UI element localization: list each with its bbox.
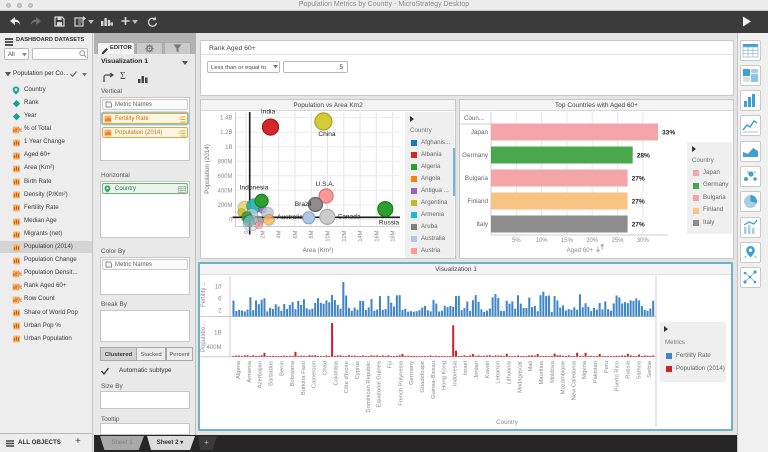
svg-text:Fiji: Fiji bbox=[388, 361, 394, 368]
svg-text:Japan: Japan bbox=[471, 129, 489, 136]
svg-text:Puerto Rico: Puerto Rico bbox=[615, 361, 621, 391]
svg-text:400M: 400M bbox=[206, 345, 221, 351]
svg-text:Barbados: Barbados bbox=[269, 361, 275, 386]
svg-text:Fertility ...: Fertility ... bbox=[201, 281, 207, 307]
svg-text:10%: 10% bbox=[536, 238, 549, 244]
svg-text:%: % bbox=[17, 128, 22, 134]
svg-text:Burkina Faso: Burkina Faso bbox=[301, 361, 307, 395]
svg-text:India: India bbox=[261, 109, 276, 116]
svg-text:%: % bbox=[17, 285, 22, 291]
svg-text:8M: 8M bbox=[309, 230, 315, 238]
svg-text:Serbia: Serbia bbox=[647, 360, 653, 378]
svg-text:5%: 5% bbox=[512, 238, 521, 244]
svg-text:10M: 10M bbox=[326, 230, 332, 241]
svg-text:Nigeria: Nigeria bbox=[582, 360, 588, 379]
svg-text:800M: 800M bbox=[217, 159, 232, 165]
svg-text:Hong Kong: Hong Kong bbox=[442, 361, 448, 390]
svg-text:0: 0 bbox=[244, 231, 250, 234]
svg-text:Guinea-Bissau: Guinea-Bissau bbox=[431, 361, 437, 399]
svg-text:0: 0 bbox=[229, 218, 233, 224]
svg-text:Benin: Benin bbox=[279, 361, 285, 376]
svg-text:18M: 18M bbox=[391, 230, 397, 241]
svg-text:4M: 4M bbox=[277, 230, 283, 238]
svg-text:600M: 600M bbox=[217, 174, 232, 180]
svg-text:French Polynesia: French Polynesia bbox=[398, 360, 404, 406]
svg-text:2M: 2M bbox=[260, 230, 266, 238]
svg-text:20%: 20% bbox=[586, 238, 599, 244]
svg-text:14M: 14M bbox=[358, 230, 364, 241]
svg-text:10: 10 bbox=[215, 285, 222, 291]
svg-text:1B: 1B bbox=[225, 145, 232, 151]
svg-text:6M: 6M bbox=[293, 230, 299, 238]
svg-text:Italy: Italy bbox=[476, 221, 488, 228]
svg-text:6: 6 bbox=[218, 297, 222, 303]
svg-text:Russia: Russia bbox=[626, 360, 632, 378]
svg-text:27%: 27% bbox=[632, 199, 645, 206]
svg-text:Botswana: Botswana bbox=[290, 360, 296, 386]
svg-text:30%: 30% bbox=[637, 238, 650, 244]
svg-text:Lebanon: Lebanon bbox=[496, 361, 502, 384]
svg-text:Indonesia: Indonesia bbox=[452, 360, 458, 386]
svg-text:1: 1 bbox=[178, 116, 181, 121]
svg-text:Samoa: Samoa bbox=[636, 360, 642, 379]
svg-text:Population (2014): Population (2014) bbox=[204, 144, 211, 194]
svg-text:1B: 1B bbox=[214, 331, 221, 337]
svg-text:28%: 28% bbox=[637, 153, 650, 160]
svg-text:Kuwait: Kuwait bbox=[485, 361, 491, 379]
svg-text:Canada: Canada bbox=[337, 214, 360, 221]
svg-text:Chad: Chad bbox=[323, 361, 329, 375]
svg-text:Cyprus: Cyprus bbox=[355, 361, 361, 379]
svg-text:Jordan: Jordan bbox=[474, 361, 480, 379]
svg-text:2: 2 bbox=[218, 309, 222, 315]
svg-text:%: % bbox=[17, 298, 22, 304]
svg-text:Aged 60+: Aged 60+ bbox=[567, 247, 594, 254]
svg-text:25%: 25% bbox=[611, 238, 624, 244]
svg-text:Mauritius: Mauritius bbox=[539, 361, 545, 385]
svg-text:1.4B: 1.4B bbox=[220, 116, 232, 122]
svg-text:1.2B: 1.2B bbox=[220, 130, 232, 136]
svg-text:Area (Km²): Area (Km²) bbox=[303, 247, 334, 254]
svg-text:New Caledonia: New Caledonia bbox=[571, 360, 577, 400]
svg-text:Algeria: Algeria bbox=[236, 360, 242, 379]
svg-text:Coun...: Coun... bbox=[464, 115, 484, 122]
svg-text:U.S.A.: U.S.A. bbox=[315, 181, 334, 188]
svg-text:Germany: Germany bbox=[409, 361, 415, 385]
svg-text:15%: 15% bbox=[561, 238, 574, 244]
svg-text:China: China bbox=[318, 131, 336, 138]
svg-text:33%: 33% bbox=[662, 130, 675, 137]
svg-text:Bulgaria: Bulgaria bbox=[465, 175, 489, 182]
svg-text:Populatio...: Populatio... bbox=[201, 322, 207, 352]
svg-text:27%: 27% bbox=[632, 222, 645, 229]
svg-text:Brazil: Brazil bbox=[295, 201, 312, 208]
svg-text:Pakistan: Pakistan bbox=[593, 361, 599, 383]
svg-text:Equatorial Guinea: Equatorial Guinea bbox=[377, 360, 383, 407]
svg-text:400M: 400M bbox=[217, 188, 232, 194]
svg-text:Armenia: Armenia bbox=[247, 360, 253, 382]
svg-text:Madagascar: Madagascar bbox=[517, 361, 523, 393]
svg-text:Cameroon: Cameroon bbox=[312, 361, 318, 388]
svg-text:Russia: Russia bbox=[379, 220, 399, 227]
svg-text:Lithuania: Lithuania bbox=[507, 360, 513, 384]
svg-text:Israel: Israel bbox=[463, 361, 469, 375]
svg-text:Moldova: Moldova bbox=[550, 360, 556, 383]
svg-text:27%: 27% bbox=[632, 176, 645, 183]
svg-text:Guadeloupe: Guadeloupe bbox=[420, 361, 426, 393]
svg-text:Indonesia: Indonesia bbox=[240, 185, 269, 192]
svg-text:Colombia: Colombia bbox=[333, 360, 339, 385]
svg-text:16M: 16M bbox=[374, 230, 380, 241]
svg-text:%: % bbox=[17, 272, 22, 278]
svg-text:1: 1 bbox=[178, 130, 181, 135]
svg-text:200M: 200M bbox=[217, 203, 232, 209]
svg-text:Côte d'Ivoire: Côte d'Ivoire bbox=[344, 361, 350, 393]
svg-text:Mali: Mali bbox=[528, 361, 534, 372]
svg-text:Peru: Peru bbox=[604, 361, 610, 373]
svg-text:Germany: Germany bbox=[462, 152, 489, 159]
svg-text:Country: Country bbox=[496, 419, 519, 426]
svg-text:Finland: Finland bbox=[467, 198, 488, 205]
svg-text:Dominican Republic: Dominican Republic bbox=[366, 361, 372, 413]
svg-text:Mozambique: Mozambique bbox=[561, 361, 567, 394]
svg-text:Australia: Australia bbox=[277, 214, 303, 221]
svg-text:Azerbaijan: Azerbaijan bbox=[258, 361, 264, 388]
svg-text:12M: 12M bbox=[342, 230, 348, 241]
